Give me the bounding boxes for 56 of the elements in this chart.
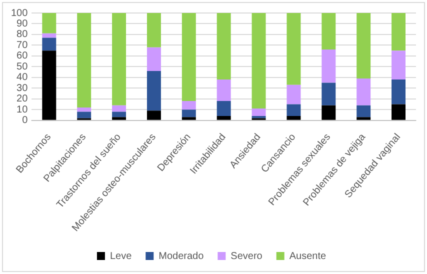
bar: [322, 105, 336, 120]
bar: [286, 104, 301, 116]
bar: [182, 101, 196, 110]
bar: [77, 107, 92, 112]
bar: [286, 116, 301, 120]
bar: [182, 117, 196, 120]
bar: [77, 112, 92, 118]
y-tick-label: 50: [16, 61, 28, 72]
bar: [182, 110, 196, 118]
bar: [112, 117, 126, 120]
bar: [42, 38, 56, 51]
bar: [216, 101, 231, 116]
bar: [216, 13, 231, 80]
bar: [112, 112, 126, 118]
y-tick-label: 90: [16, 18, 28, 30]
legend-label: Leve: [110, 250, 132, 262]
bar: [146, 47, 161, 71]
bar: [216, 80, 231, 102]
bar: [252, 108, 266, 116]
bar: [42, 13, 56, 34]
bar: [77, 13, 92, 108]
bar: [322, 50, 336, 83]
bar: [286, 84, 301, 104]
bar: [216, 116, 231, 120]
bar: [356, 78, 371, 106]
y-tick-label: 80: [16, 29, 28, 40]
bar: [146, 70, 161, 111]
legend-label: Moderado: [158, 250, 204, 262]
y-tick-label: 20: [16, 94, 28, 105]
bar: [146, 110, 161, 120]
y-tick-label: 100: [10, 8, 28, 19]
bar: [322, 82, 336, 106]
bar: [182, 13, 196, 102]
bar: [42, 50, 56, 120]
legend-label: Severo: [230, 250, 263, 262]
bar: [146, 13, 161, 48]
y-tick-label: 30: [16, 82, 28, 94]
bar: [392, 104, 406, 120]
bar: [252, 13, 266, 109]
y-tick-label: 10: [16, 104, 28, 116]
bar: [356, 117, 371, 120]
y-tick-label: 0: [22, 115, 28, 126]
bar: [112, 13, 126, 106]
bar: [392, 13, 406, 51]
y-tick-label: 40: [16, 72, 28, 84]
bar: [356, 13, 371, 78]
bar: [42, 33, 56, 38]
bar: [112, 105, 126, 112]
bar: [356, 105, 371, 118]
bar: [392, 80, 406, 104]
y-tick-label: 70: [16, 40, 28, 51]
bar: [286, 13, 301, 85]
y-tick-label: 60: [16, 50, 28, 62]
bar: [392, 50, 406, 80]
bar: [322, 13, 336, 50]
legend-label: Ausente: [289, 250, 326, 262]
